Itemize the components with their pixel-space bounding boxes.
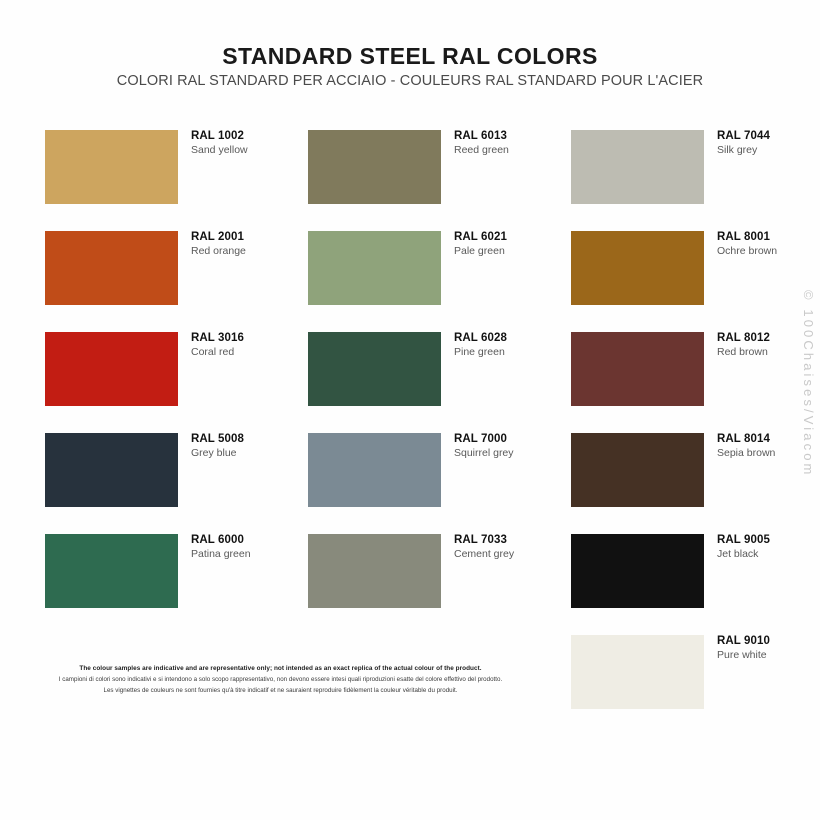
swatch-row: RAL 9010 Pure white xyxy=(45,635,775,736)
disclaimer-line-en: The colour samples are indicative and ar… xyxy=(79,665,482,672)
swatch-label: RAL 9010 Pure white xyxy=(704,635,770,662)
swatch-cell: RAL 5008 Grey blue xyxy=(45,433,308,534)
swatch-row: RAL 3016 Coral red RAL 6028 Pine green R… xyxy=(45,332,775,433)
swatch-label: RAL 9005 Jet black xyxy=(704,534,770,561)
swatch-label: RAL 7000 Squirrel grey xyxy=(441,433,514,460)
swatch-label: RAL 5008 Grey blue xyxy=(178,433,244,460)
ral-code: RAL 6013 xyxy=(454,130,508,142)
color-swatch xyxy=(45,433,178,507)
swatch-cell: RAL 7033 Cement grey xyxy=(308,534,571,635)
swatch-row: RAL 1002 Sand yellow RAL 6013 Reed green… xyxy=(45,130,775,231)
ral-code: RAL 1002 xyxy=(191,130,245,142)
ral-code: RAL 7044 xyxy=(717,130,771,142)
swatch-cell: RAL 8014 Sepia brown xyxy=(571,433,775,534)
swatch-cell: RAL 2001 Red orange xyxy=(45,231,308,332)
color-swatch xyxy=(571,231,704,305)
ral-name: Pale green xyxy=(454,245,505,257)
ral-code: RAL 5008 xyxy=(191,433,245,445)
watermark: © 100Chaises/Viacom xyxy=(800,290,818,580)
swatch-label: RAL 2001 Red orange xyxy=(178,231,246,258)
swatch-label: RAL 7044 Silk grey xyxy=(704,130,770,157)
ral-code: RAL 7000 xyxy=(454,433,508,445)
page-title: STANDARD STEEL RAL COLORS xyxy=(222,43,598,69)
ral-code: RAL 6028 xyxy=(454,332,508,344)
page-subtitle: COLORI RAL STANDARD PER ACCIAIO - COULEU… xyxy=(116,73,704,89)
swatch-cell: RAL 6000 Patina green xyxy=(45,534,308,635)
swatch-label: RAL 3016 Coral red xyxy=(178,332,244,359)
ral-code: RAL 2001 xyxy=(191,231,245,243)
disclaimer-line-fr: Les vignettes de couleurs ne sont fourni… xyxy=(103,687,458,694)
swatch-cell: RAL 6021 Pale green xyxy=(308,231,571,332)
ral-name: Ochre brown xyxy=(717,245,778,257)
color-swatch xyxy=(308,130,441,204)
disclaimer-block: The colour samples are indicative and ar… xyxy=(28,663,533,696)
swatch-label: RAL 6028 Pine green xyxy=(441,332,507,359)
swatch-label: RAL 6021 Pale green xyxy=(441,231,507,258)
ral-name: Pine green xyxy=(454,346,505,358)
swatch-label: RAL 6000 Patina green xyxy=(178,534,251,561)
watermark-text: © 100Chaises/Viacom xyxy=(801,290,816,478)
ral-code: RAL 8014 xyxy=(717,433,771,445)
disclaimer-line-it: I campioni di colori sono indicativi e s… xyxy=(58,676,503,683)
ral-name: Cement grey xyxy=(454,548,515,560)
color-swatch xyxy=(571,534,704,608)
swatch-cell: RAL 6028 Pine green xyxy=(308,332,571,433)
swatch-label: RAL 8014 Sepia brown xyxy=(704,433,775,460)
ral-name: Red brown xyxy=(717,346,768,358)
swatch-cell: RAL 7000 Squirrel grey xyxy=(308,433,571,534)
color-swatch xyxy=(308,231,441,305)
page-header: STANDARD STEEL RAL COLORS COLORI RAL STA… xyxy=(0,42,820,90)
ral-name: Red orange xyxy=(191,245,246,257)
swatch-cell: RAL 6013 Reed green xyxy=(308,130,571,231)
swatch-row: RAL 6000 Patina green RAL 7033 Cement gr… xyxy=(45,534,775,635)
swatch-label: RAL 8001 Ochre brown xyxy=(704,231,777,258)
color-swatch xyxy=(45,534,178,608)
swatch-label: RAL 1002 Sand yellow xyxy=(178,130,248,157)
swatch-cell: RAL 8012 Red brown xyxy=(571,332,775,433)
ral-name: Grey blue xyxy=(191,447,237,459)
swatch-cell: RAL 9010 Pure white xyxy=(571,635,775,736)
ral-name: Silk grey xyxy=(717,144,758,156)
swatch-cell: RAL 3016 Coral red xyxy=(45,332,308,433)
color-swatch xyxy=(45,130,178,204)
swatch-label: RAL 6013 Reed green xyxy=(441,130,509,157)
ral-code: RAL 8012 xyxy=(717,332,771,344)
ral-code: RAL 8001 xyxy=(717,231,771,243)
ral-code: RAL 3016 xyxy=(191,332,245,344)
ral-name: Jet black xyxy=(717,548,759,560)
ral-name: Patina green xyxy=(191,548,251,560)
color-swatch xyxy=(571,433,704,507)
ral-code: RAL 9010 xyxy=(717,635,771,647)
ral-code: RAL 6021 xyxy=(454,231,508,243)
color-swatch xyxy=(308,433,441,507)
ral-name: Reed green xyxy=(454,144,509,156)
ral-code: RAL 6000 xyxy=(191,534,245,546)
color-swatch xyxy=(571,635,704,709)
swatch-cell: RAL 9005 Jet black xyxy=(571,534,775,635)
swatch-label: RAL 8012 Red brown xyxy=(704,332,770,359)
ral-name: Sand yellow xyxy=(191,144,248,156)
color-swatch xyxy=(45,231,178,305)
ral-name: Coral red xyxy=(191,346,235,358)
swatch-cell: RAL 8001 Ochre brown xyxy=(571,231,777,332)
color-swatch xyxy=(571,130,704,204)
swatch-cell: RAL 7044 Silk grey xyxy=(571,130,775,231)
ral-name: Sepia brown xyxy=(717,447,776,459)
color-swatch xyxy=(308,534,441,608)
swatch-label: RAL 7033 Cement grey xyxy=(441,534,514,561)
swatch-row: RAL 2001 Red orange RAL 6021 Pale green … xyxy=(45,231,777,332)
color-swatch xyxy=(45,332,178,406)
color-swatch xyxy=(571,332,704,406)
ral-name: Pure white xyxy=(717,649,767,661)
swatch-cell: RAL 1002 Sand yellow xyxy=(45,130,308,231)
ral-name: Squirrel grey xyxy=(454,447,514,459)
ral-code: RAL 7033 xyxy=(454,534,508,546)
swatch-row: RAL 5008 Grey blue RAL 7000 Squirrel gre… xyxy=(45,433,775,534)
swatch-grid: RAL 1002 Sand yellow RAL 6013 Reed green… xyxy=(45,130,777,736)
ral-code: RAL 9005 xyxy=(717,534,771,546)
color-swatch xyxy=(308,332,441,406)
